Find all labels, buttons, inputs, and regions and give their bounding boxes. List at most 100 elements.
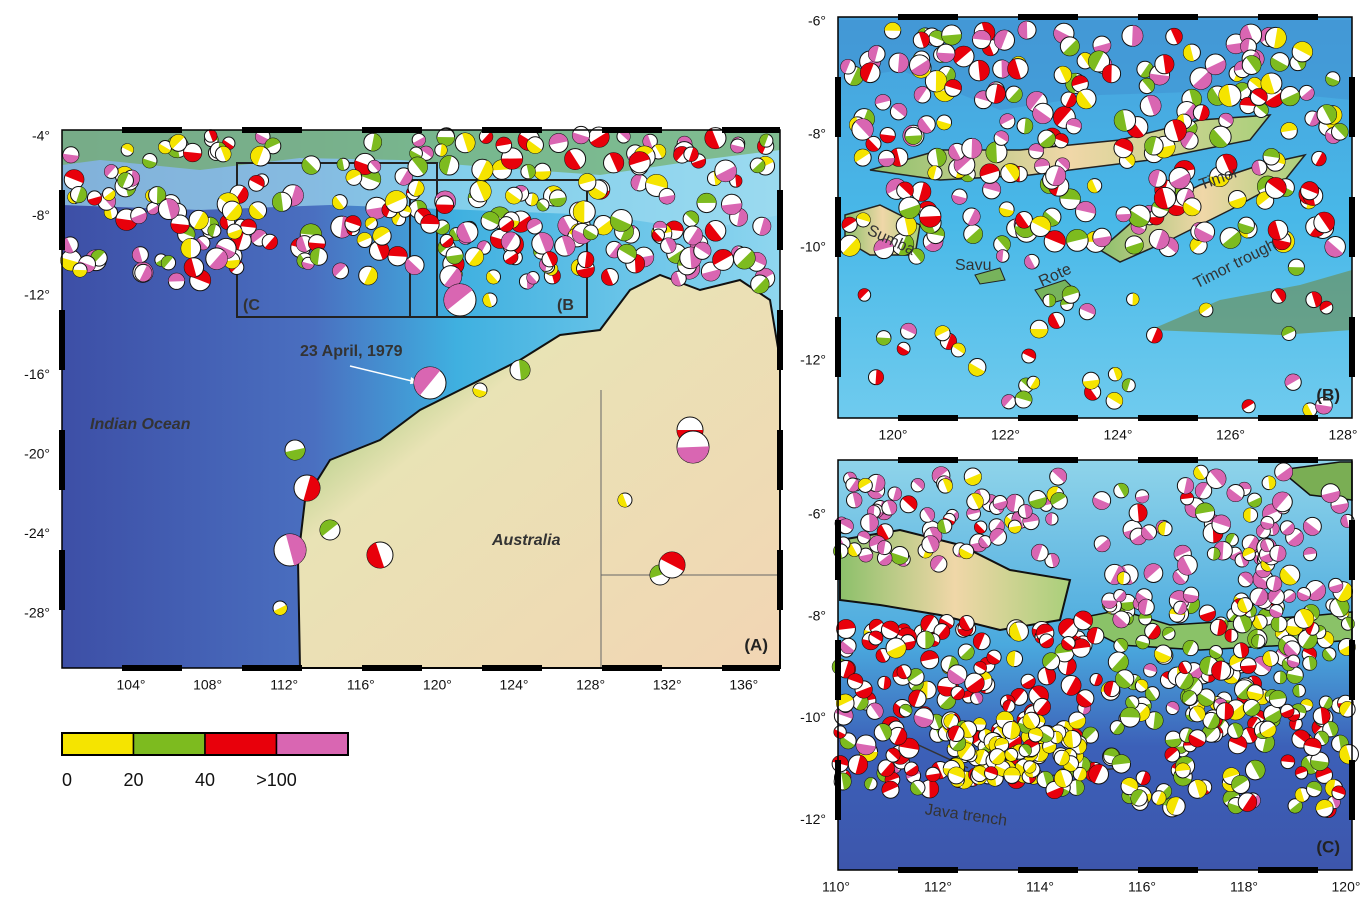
ball-quad (601, 269, 614, 286)
ball-quad (1102, 64, 1112, 83)
beach-ball (1050, 492, 1068, 510)
beach-ball (1320, 483, 1341, 503)
beach-ball (1032, 102, 1054, 124)
ball-quad (1079, 303, 1096, 315)
ball-quad (1209, 176, 1230, 187)
beach-ball (1209, 645, 1223, 659)
ball-quad (1311, 291, 1322, 308)
beach-ball (752, 216, 772, 236)
beach-ball (272, 191, 293, 212)
ball-quad (1114, 138, 1133, 153)
x-tick-label: 122° (991, 427, 1020, 443)
x-tick-label: 132° (653, 677, 682, 693)
beach-ball (62, 146, 80, 164)
beach-ball (1316, 104, 1338, 125)
beach-ball (1306, 781, 1323, 798)
ball-quad (264, 236, 278, 250)
ball-quad (1183, 44, 1194, 62)
beach-ball (1249, 587, 1269, 607)
beach-ball (1313, 211, 1335, 234)
frame-tick (362, 665, 422, 671)
beach-ball (1281, 326, 1297, 341)
beach-ball (1303, 737, 1322, 757)
beach-ball (1043, 230, 1066, 253)
ball-quad (1280, 122, 1298, 133)
beach-ball (549, 189, 567, 207)
beach-ball (1311, 150, 1327, 167)
ball-quad (1059, 66, 1072, 83)
ball-quad (971, 138, 982, 159)
annotation: 23 April, 1979 (300, 343, 403, 360)
ball-quad (1050, 553, 1060, 568)
x-tick-label: 104° (117, 677, 146, 693)
beach-ball (1037, 129, 1056, 149)
ball-quad (1049, 294, 1056, 307)
legend-swatch (132, 732, 206, 756)
beach-ball (1008, 621, 1029, 642)
ball-quad (736, 250, 756, 269)
frame-tick (835, 520, 841, 580)
beach-ball (445, 246, 464, 265)
beach-ball (273, 533, 307, 567)
ball-quad (161, 255, 174, 269)
beach-ball (972, 632, 991, 651)
beach-ball (1324, 236, 1346, 258)
ball-quad (659, 194, 675, 204)
beach-ball (1088, 763, 1109, 785)
ball-quad (996, 235, 1011, 251)
beach-ball (577, 251, 595, 269)
ball-quad (1053, 106, 1072, 126)
ball-quad (932, 466, 949, 482)
ball-quad (936, 52, 955, 63)
beach-ball (1136, 60, 1154, 78)
ball-quad (1300, 88, 1315, 101)
ball-quad (993, 84, 1006, 104)
beach-ball (404, 255, 425, 275)
ball-quad (673, 146, 688, 162)
ball-quad (364, 267, 378, 285)
beach-ball (509, 359, 531, 381)
ball-quad (645, 174, 668, 189)
beach-ball (864, 777, 878, 791)
frame-tick (1258, 415, 1318, 421)
beach-ball (1338, 744, 1359, 765)
beach-ball (936, 690, 957, 710)
ball-quad (918, 117, 932, 134)
ball-quad (1131, 25, 1143, 47)
beach-ball (841, 216, 858, 233)
beach-ball (1241, 399, 1256, 414)
beach-ball (996, 249, 1010, 263)
beach-ball (1101, 64, 1122, 84)
beach-ball (1113, 109, 1137, 132)
beach-ball (750, 274, 770, 294)
ball-quad (1252, 160, 1261, 175)
ball-quad (945, 79, 962, 91)
ball-quad (1015, 212, 1029, 229)
ball-quad (1001, 394, 1014, 408)
beach-ball (924, 70, 948, 93)
beach-ball (936, 43, 956, 63)
ball-quad (629, 151, 650, 166)
ball-quad (918, 32, 930, 48)
ball-quad (147, 205, 159, 215)
ball-quad (183, 151, 202, 162)
beach-ball (1006, 650, 1024, 668)
beach-ball (1280, 754, 1296, 770)
ball-quad (501, 158, 523, 170)
y-tick-label: -8° (808, 126, 826, 142)
ball-quad (572, 132, 590, 144)
beach-ball (899, 495, 918, 514)
ball-quad (948, 144, 961, 160)
frame-tick (1258, 14, 1318, 20)
beach-ball (1296, 586, 1311, 602)
beach-ball (1042, 652, 1061, 671)
beach-ball (1154, 54, 1175, 75)
ball-quad (1334, 123, 1348, 138)
y-tick-label: -24° (24, 525, 50, 541)
ball-quad (730, 144, 745, 153)
ball-quad (285, 534, 306, 566)
ball-quad (892, 103, 907, 117)
ball-quad (1054, 133, 1069, 144)
ball-quad (486, 271, 499, 284)
beach-ball (1305, 291, 1323, 309)
